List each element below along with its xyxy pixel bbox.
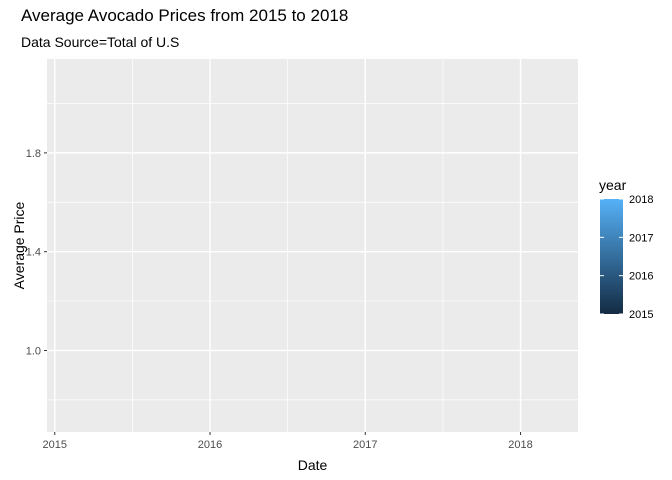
chart-subtitle: Data Source=Total of U.S	[21, 34, 180, 50]
x-tick-label: 2017	[353, 439, 377, 451]
legend-title: year	[599, 177, 627, 193]
x-tick-label: 2015	[43, 439, 67, 451]
chart-title: Average Avocado Prices from 2015 to 2018	[21, 6, 349, 25]
x-tick-label: 2018	[508, 439, 532, 451]
x-tick-label: 2016	[198, 439, 222, 451]
legend-label: 2015	[629, 309, 653, 321]
y-axis-title: Average Price	[11, 201, 27, 289]
y-tick-label: 1.4	[26, 247, 41, 259]
y-axis: 1.0 1.4 1.8	[26, 148, 47, 357]
y-tick-label: 1.8	[26, 148, 41, 160]
legend-label: 2017	[629, 232, 653, 244]
x-axis-title: Date	[298, 457, 328, 473]
plot-panel	[47, 59, 578, 432]
x-axis: 2015 2016 2017 2018	[43, 432, 533, 451]
legend-label: 2016	[629, 271, 653, 283]
major-gridlines	[47, 59, 578, 432]
legend-label: 2018	[629, 194, 653, 206]
y-tick-label: 1.0	[26, 345, 41, 357]
minor-gridlines	[47, 59, 578, 432]
colorbar	[600, 199, 623, 314]
color-legend: year 2018 2017 2016 2015	[599, 177, 653, 321]
